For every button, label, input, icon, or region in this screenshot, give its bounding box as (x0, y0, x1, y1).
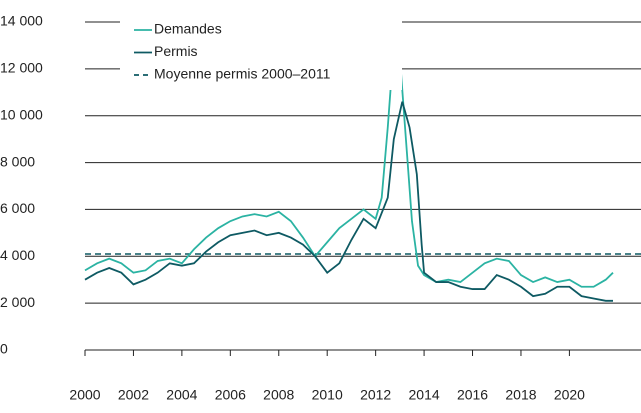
y-tick-label: 6 000 (0, 200, 35, 216)
series-line (84, 42, 614, 288)
legend-label: Demandes (154, 21, 222, 37)
y-tick-label: 14 000 (0, 13, 43, 29)
y-tick-label: 2 000 (0, 294, 35, 310)
x-tick-label: 2006 (215, 387, 246, 403)
x-tick-label: 2020 (554, 387, 585, 403)
y-tick-label: 0 (0, 341, 8, 357)
series-line (84, 101, 613, 302)
legend-label: Moyenne permis 2000–2011 (154, 66, 331, 82)
x-tick-label: 2014 (409, 387, 440, 403)
x-tick-label: 2012 (360, 387, 391, 403)
y-tick-label: 4 000 (0, 247, 35, 263)
legend-label: Permis (154, 43, 198, 59)
x-tick-label: 2010 (312, 387, 343, 403)
x-tick-label: 2000 (69, 387, 100, 403)
y-tick-label: 10 000 (0, 106, 43, 122)
y-tick-label: 12 000 (0, 60, 43, 76)
x-tick-label: 2008 (263, 387, 294, 403)
y-tick-label: 8 000 (0, 153, 35, 169)
x-tick-label: 2018 (505, 387, 536, 403)
legend-box (120, 14, 402, 90)
x-tick-label: 2004 (166, 387, 197, 403)
x-tick-label: 2002 (118, 387, 149, 403)
x-tick-label: 2016 (457, 387, 488, 403)
